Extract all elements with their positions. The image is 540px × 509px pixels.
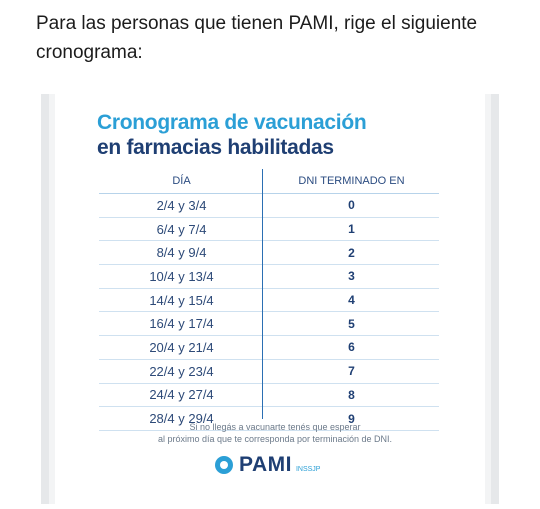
table-row: 24/4 y 27/4 8	[99, 384, 439, 408]
row-day: 20/4 y 21/4	[149, 339, 214, 355]
row-dni-digit: 7	[348, 364, 355, 379]
row-day: 6/4 y 7/4	[156, 221, 207, 237]
row-dni-digit: 9	[348, 411, 355, 426]
row-dni-digit: 4	[348, 293, 355, 308]
table-row: 6/4 y 7/4 1	[99, 218, 439, 242]
note-line1: Si no llegás a vacunarte tenés que esper…	[189, 422, 361, 432]
note-line2: al próximo día que te corresponda por te…	[157, 434, 393, 444]
row-day: 24/4 y 27/4	[149, 387, 214, 403]
row-day: 2/4 y 3/4	[156, 197, 207, 213]
schedule-note: Si no llegás a vacunarte tenés que esper…	[130, 421, 420, 445]
pami-logo: PAMI INSSJP	[215, 453, 320, 477]
row-dni-digit: 1	[348, 222, 355, 237]
row-day: 16/4 y 17/4	[149, 316, 214, 332]
table-row: 20/4 y 21/4 6	[99, 336, 439, 360]
table-row: 8/4 y 9/4 2	[99, 241, 439, 266]
row-day: 22/4 y 23/4	[149, 363, 214, 379]
table-row: 14/4 y 15/4 4	[99, 289, 439, 313]
table-row: 2/4 y 3/4 0	[99, 194, 439, 218]
poster-title-line2: en farmacias habilitadas	[97, 136, 334, 159]
vaccination-schedule-poster	[55, 94, 485, 504]
pami-logo-icon	[215, 456, 233, 474]
row-day: 8/4 y 9/4	[156, 245, 207, 261]
row-day: 10/4 y 13/4	[149, 268, 214, 284]
column-header-dni: DNI TERMINADO EN	[298, 175, 405, 187]
column-divider	[262, 169, 263, 419]
row-day: 28/4 y 29/4	[149, 411, 214, 427]
table-row: 22/4 y 23/4 7	[99, 360, 439, 384]
row-dni-digit: 0	[348, 198, 355, 213]
intro-text: Para las personas que tienen PAMI, rige …	[36, 13, 478, 63]
pami-brand-sub: INSSJP	[295, 465, 321, 473]
poster-title: Cronograma de vacunación en farmacias ha…	[97, 110, 367, 160]
row-dni-digit: 2	[348, 245, 355, 260]
row-dni-digit: 8	[348, 387, 355, 402]
row-day: 14/4 y 15/4	[149, 292, 214, 308]
table-row: 10/4 y 13/4 3	[99, 265, 439, 289]
row-dni-digit: 3	[348, 269, 355, 284]
row-dni-digit: 5	[348, 316, 355, 331]
table-row: 28/4 y 29/4 9	[99, 407, 439, 431]
table-row: 16/4 y 17/4 5	[99, 312, 439, 337]
schedule-table: DÍA DNI TERMINADO EN 2/4 y 3/4 0 6/4 y 7/4…	[99, 169, 439, 431]
table-body: 2/4 y 3/4 0 6/4 y 7/4 1 8/4 y 9/4 2 10/4 y 13/…	[99, 194, 439, 431]
pami-brand: PAMI	[239, 453, 292, 476]
table-header: DÍA DNI TERMINADO EN	[99, 169, 439, 194]
poster-title-line1: Cronograma de vacunación	[97, 111, 367, 134]
column-header-day: DÍA	[172, 175, 191, 187]
row-dni-digit: 6	[348, 340, 355, 355]
